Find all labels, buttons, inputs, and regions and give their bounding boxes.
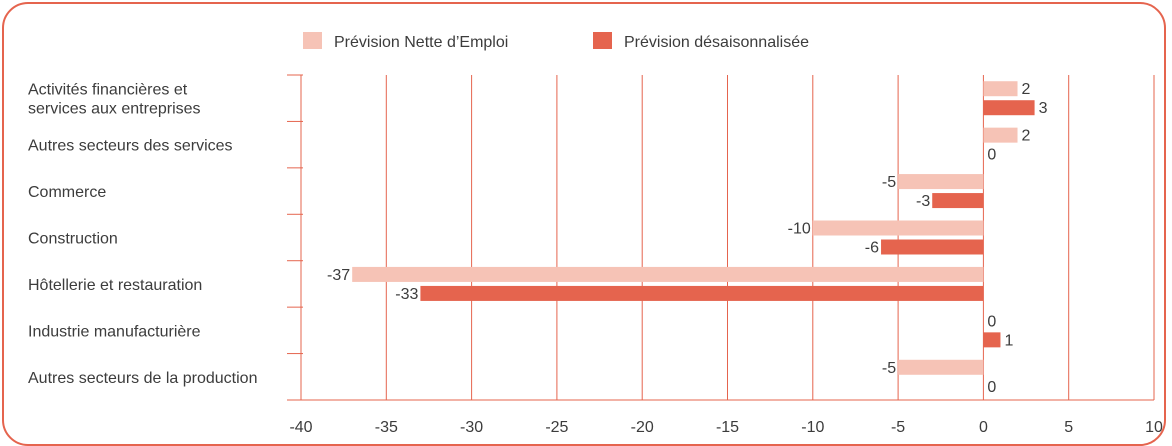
data-label: -10 xyxy=(788,221,811,238)
x-tick-label: -40 xyxy=(289,419,312,436)
category-label: Construction xyxy=(28,231,118,248)
category-label: Industrie manufacturière xyxy=(28,323,201,340)
category-label: Autres secteurs de la production xyxy=(28,370,257,387)
bar-series1 xyxy=(812,220,984,236)
category-label: Hôtellerie et restauration xyxy=(28,277,202,294)
bar-series2 xyxy=(881,239,984,255)
bar-series1 xyxy=(352,266,984,282)
data-label: -3 xyxy=(916,193,930,210)
data-label: 2 xyxy=(1022,128,1031,145)
bar-series2 xyxy=(983,332,1001,348)
data-label: -5 xyxy=(882,360,896,377)
x-tick-label: -25 xyxy=(545,419,568,436)
bar-series1 xyxy=(898,174,984,190)
data-label: -5 xyxy=(882,174,896,191)
x-tick-label: -5 xyxy=(891,419,905,436)
data-label: -37 xyxy=(327,267,350,284)
data-label: 1 xyxy=(1004,332,1013,349)
category-label: Activités financières et xyxy=(28,82,188,99)
data-label: 2 xyxy=(1022,81,1031,98)
legend: Prévision Nette d’Emploi Prévision désai… xyxy=(303,32,809,51)
x-tick-label: -15 xyxy=(716,419,739,436)
bar-series1 xyxy=(898,359,984,375)
bar-series2 xyxy=(932,193,984,209)
x-tick-label: -30 xyxy=(460,419,483,436)
x-tick-label: 5 xyxy=(1064,419,1073,436)
x-tick-label: -20 xyxy=(631,419,654,436)
legend-swatch-series1 xyxy=(303,32,322,49)
x-tick-label: -35 xyxy=(375,419,398,436)
category-label: Autres secteurs des services xyxy=(28,138,233,155)
legend-label-series1: Prévision Nette d’Emploi xyxy=(334,34,508,51)
data-label: 3 xyxy=(1039,100,1048,117)
legend-label-series2: Prévision désaisonnalisée xyxy=(624,34,809,51)
legend-swatch-series2 xyxy=(593,32,612,49)
data-label: 0 xyxy=(987,313,996,330)
bar-series1 xyxy=(983,81,1018,97)
data-label: 0 xyxy=(987,379,996,396)
x-tick-label: 10 xyxy=(1145,419,1163,436)
category-label: services aux entreprises xyxy=(28,101,201,118)
data-label: 0 xyxy=(987,147,996,164)
bar-series2 xyxy=(420,285,984,301)
data-label: -6 xyxy=(865,240,879,257)
bar-series2 xyxy=(983,100,1035,116)
x-tick-label: -10 xyxy=(801,419,824,436)
x-tick-label: 0 xyxy=(979,419,988,436)
bar-series1 xyxy=(983,127,1018,143)
category-label: Commerce xyxy=(28,184,106,201)
data-label: -33 xyxy=(395,286,418,303)
